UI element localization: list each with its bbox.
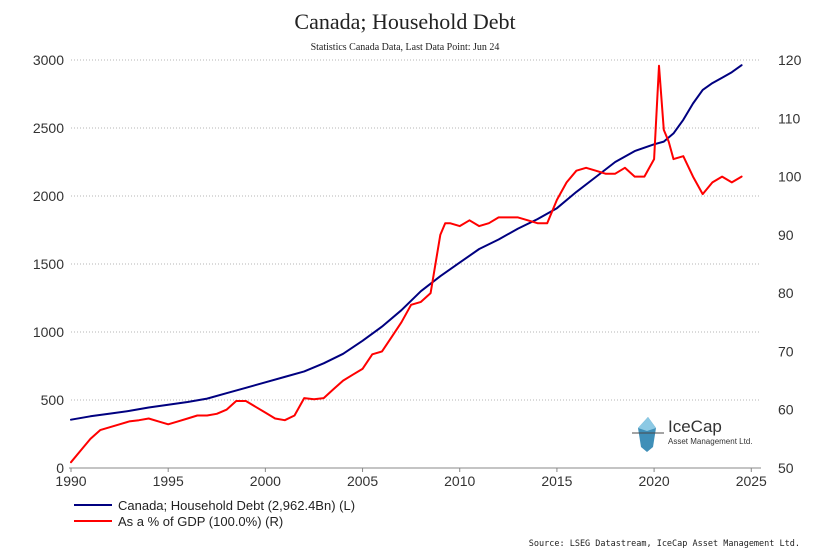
left-axis: 0 500 1000 1500 2000 2500 3000 [33, 52, 64, 476]
right-axis: 50 60 70 80 90 100 110 120 [778, 52, 802, 476]
x-tick-label: 1995 [153, 473, 184, 489]
series-layer [70, 64, 743, 464]
legend-label: As a % of GDP (100.0%) (R) [118, 514, 283, 529]
y-tick-right: 120 [778, 52, 802, 68]
legend: Canada; Household Debt (2,962.4Bn) (L)As… [74, 498, 355, 529]
y-tick-left: 3000 [33, 52, 64, 68]
x-tick-label: 2000 [250, 473, 281, 489]
y-tick-left: 1500 [33, 256, 64, 272]
logo-tagline: Asset Management Ltd. [668, 437, 753, 446]
x-axis: 1990 1995 2000 2005 2010 2015 2020 2025 [55, 468, 767, 489]
gridlines [69, 59, 761, 469]
x-tick-label: 2015 [541, 473, 572, 489]
y-tick-left: 0 [56, 460, 64, 476]
y-tick-right: 90 [778, 227, 794, 243]
y-tick-left: 2000 [33, 188, 64, 204]
household-debt-line [70, 64, 743, 421]
x-tick-label: 2005 [347, 473, 378, 489]
x-tick-label: 2020 [639, 473, 670, 489]
y-tick-left: 500 [41, 392, 65, 408]
y-tick-right: 60 [778, 402, 794, 418]
y-tick-right: 110 [778, 110, 801, 126]
x-tick-label: 2010 [444, 473, 475, 489]
y-tick-right: 100 [778, 169, 802, 185]
chart-subtitle: Statistics Canada Data, Last Data Point:… [311, 42, 500, 53]
x-tick-label: 2025 [736, 473, 767, 489]
chart-title: Canada; Household Debt [294, 9, 515, 34]
legend-label: Canada; Household Debt (2,962.4Bn) (L) [118, 498, 355, 513]
iceberg-icon-highlight [638, 417, 656, 431]
y-tick-left: 2500 [33, 120, 64, 136]
debt-to-gdp-line [70, 64, 743, 464]
x-tick-label: 1990 [55, 473, 86, 489]
y-tick-right: 70 [778, 343, 794, 359]
source-note: Source: LSEG Datastream, IceCap Asset Ma… [529, 539, 800, 549]
y-tick-right: 50 [778, 460, 794, 476]
y-tick-left: 1000 [33, 324, 64, 340]
icecap-logo: IceCap Asset Management Ltd. [632, 417, 753, 452]
logo-name: IceCap [668, 417, 722, 436]
y-tick-right: 80 [778, 285, 794, 301]
